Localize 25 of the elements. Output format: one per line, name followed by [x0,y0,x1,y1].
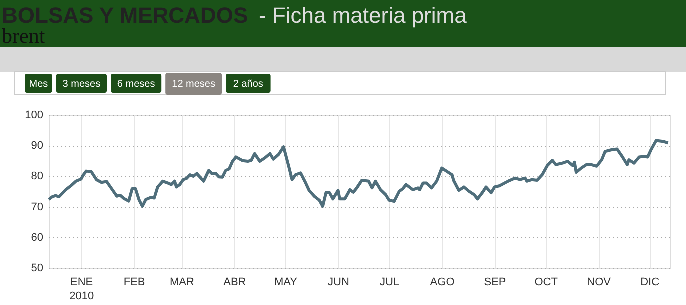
y-tick-label: 80 [31,170,44,183]
x-tick-label: DIC [640,276,660,288]
text: 2 años [233,79,264,90]
text: 3 meses [62,79,101,90]
x-tick-label: JUL [380,276,400,288]
x-tick-label: NOV [587,276,612,288]
x-tick-label: SEP [484,276,506,288]
chart-subtitle: brent [2,24,46,48]
x-tick-label: AGO [430,276,456,288]
x-tick-label: JUN [328,276,350,288]
x-tick-label: MAY [274,276,298,288]
y-tick-label: 50 [31,262,44,274]
text: 6 meses [117,79,156,90]
text: 12 meses [172,79,216,90]
y-tick-label: 90 [31,140,44,152]
y-tick-label: 70 [31,201,44,214]
x-tick-label: MAR [170,276,194,288]
text: Mes [29,79,48,90]
x-tick-label: FEB [124,276,146,288]
y-tick-label: 60 [31,232,44,244]
x-tick-label: ABR [224,276,246,288]
x-tick-label: ENE 2010 [70,276,94,302]
y-tick-label: 100 [25,110,44,122]
text: - Ficha materia prima [259,3,468,28]
x-tick-label: OCT [534,276,558,288]
